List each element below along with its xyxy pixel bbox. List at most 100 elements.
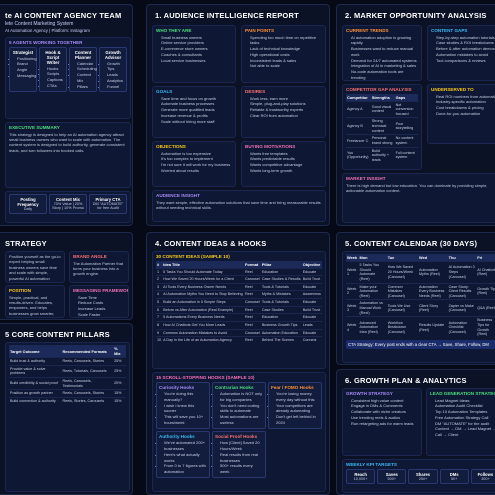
table-cell: 25% [113,357,126,366]
table: Competitor Strengths Gaps Agency A Good visu… [346,93,418,164]
table-cell: Position as growth partner [9,389,62,398]
section: Position yourself as the go-to expert he… [5,251,65,283]
table-cell: Educate [301,298,322,307]
section-heading: 5 AGENTS WORKING TOGETHER [9,40,83,45]
header-row: Competitor Strengths Gaps [346,93,418,101]
column-header: Mon [358,254,387,262]
panel-title: 2. MARKET OPPORTUNITY ANALYSIS [345,11,487,20]
section: LEAD GENERATION STRATEGY Lead Magnet Idea… [426,388,495,456]
table-cell: Automation Checklist (Carousel) [447,316,477,338]
table-cell: 8 [156,320,163,329]
table-cell: Reels, Tutorials, Carousels [61,364,114,378]
column-header: Wed [417,254,448,262]
section-heading: GOALS [156,89,173,94]
list-item: Most automations are useless [220,414,263,426]
stats: Posting Frequency Daily Content Mix 70% Val… [9,194,127,214]
panel-title: STRATEGY [5,239,47,248]
list: Work less, earn moreSimple, plug-and-pla… [245,96,322,119]
list-item: Small business owners [161,35,232,41]
table-cell: Business Growth Tips [260,320,302,329]
section-text: This strategy is designed to help an AI … [9,131,125,153]
section: CURRENT TRENDS AI automation adoption is … [342,25,422,81]
agent-name: Hook & Script Writer [45,49,61,65]
table-cell: How We Saved 20 Hours/Week for a Client [162,275,244,284]
section-text: They want simple, effective automation s… [156,199,321,210]
table-cell: Week 2 [346,282,359,300]
agent-cards: StrategistPositioningBrand AngleMessagin… [9,46,127,93]
table-cell: Week 1 [346,261,359,283]
table-cell: How AI Chatbots Get You More Leads [162,320,244,329]
list-item: You're losing money every day without th… [276,391,319,403]
table-cell: Build connection & authority [9,396,62,405]
stat-value: 50+ [450,476,458,481]
agent-task: Funnel [107,84,124,90]
column-header: Week [346,254,359,262]
list-item: Wants long-term growth [250,168,322,174]
section-text: There is high demand but low education. … [346,182,488,193]
section-heading: Fear / FOMO Hooks [271,384,314,390]
stat-value: Daily [23,207,33,211]
column-header: Recommended Formats [61,345,114,358]
list-item: Real ROI numbers from automation [436,94,495,100]
list-item: AI automation adoption is growing rapidl… [351,35,418,47]
section-heading: Contrarian Hooks [215,384,254,390]
section: WEEKLY KPI TARGETS Reach 10,000+ Saves 500+ S… [342,459,495,493]
agent-tasks: CalendarSchedulingContent MixPillars [72,61,97,90]
table-cell: 4 [156,290,163,299]
list-item: Real results from real businesses [220,452,263,464]
panel: te AI CONTENT AGENCY TEAM lete Content Ma… [0,4,133,226]
table-cell: Education [260,313,302,322]
list-item: Case studies & ROI breakdowns [436,40,495,46]
column-header: Strengths [370,93,395,101]
list-item: Scale Faster [78,312,125,317]
agent-card: Growth AdvisorGrowth TipsLeadsAnalyticsF… [99,46,127,93]
table-cell: Tools & Tutorials [260,282,302,291]
column-header: Competitor [346,93,371,101]
section-heading: DESIRES [245,89,266,94]
list-item: Wants competitive advantage [250,162,322,168]
list-item: Run retargeting ads for warm leads [351,421,418,427]
panel-meta: AI Automation Agency | Platform: Instagr… [5,28,90,33]
agent-tasks: PositioningBrand AngleMessaging [12,56,37,79]
hook-group: Authority HooksWe've automated 200+ busi… [156,430,210,479]
section-heading: AUDIENCE INSIGHT [156,193,200,198]
table-cell: Carousel [243,328,261,337]
section: UNDERSERVED TO Real ROI numbers from auto… [427,84,495,144]
table-cell: AI Automation Myths You Need to Stop Bel… [162,290,244,299]
list-item: It's too complex to implement [161,156,232,162]
panel: 6. GROWTH PLAN & ANALYTICS GROWTH STRATEG… [336,369,495,495]
section-heading: POSITION [9,288,31,293]
stat: Primary CTA DM "AUTOMATE" for free Audit [89,194,127,214]
section-heading: Curiosity Hooks [159,384,195,390]
table-cell: 2 [156,275,163,284]
stat-value: 300+ [481,476,490,481]
stat: DMs 50+ [439,468,469,484]
table-body: Build trust & authority Reels, Carousels,… [9,357,126,405]
hook-group: Social Proof HooksHow [Client] Saved 20 … [212,430,266,479]
table-cell: Agency A [346,100,371,118]
header-row: Week Mon Tue Wed Thu Fri [346,254,495,262]
table-cell: Connect [301,336,322,344]
table-cell: Advanced Automation Idea (Reel) [358,316,387,338]
list-item: Don't get left behind in 2024 [276,414,319,426]
table-head: Target Outcome Recommended Formats% Mix [9,345,126,358]
table-cell: Leads [301,320,322,329]
table-row: 5 Build an Automation in 5 Simple Steps Ca… [156,298,322,307]
agent-task: Leads [107,72,124,78]
table-cell: 5 Tasks You Should Automate (Reel) [358,261,387,283]
list-item: From 0 to 7 figures with automation [164,463,207,475]
table-row: 9 Common Automation Mistakes to Avoid Caro… [156,328,322,337]
agent-tasks: Growth TipsLeadsAnalyticsFunnel [102,61,124,90]
section-heading: MARKET INSIGHT [346,176,386,181]
section-text: Position yourself as the go-to expert he… [9,254,61,282]
stat-value: 250+ [418,476,428,481]
table-row: Build credibility & social proof Reels, C… [9,376,126,390]
list-item: Lack of technical knowledge [250,46,322,52]
agent-task: Analytics [107,78,124,84]
list-item: Save Time [78,295,125,301]
table-cell: Results Update (Reel) [417,316,448,338]
table-cell: Poor storytelling [394,117,418,135]
table-cell: 20% [113,376,126,390]
table-head: # Idea Title Format Pillar Objective [156,260,322,268]
